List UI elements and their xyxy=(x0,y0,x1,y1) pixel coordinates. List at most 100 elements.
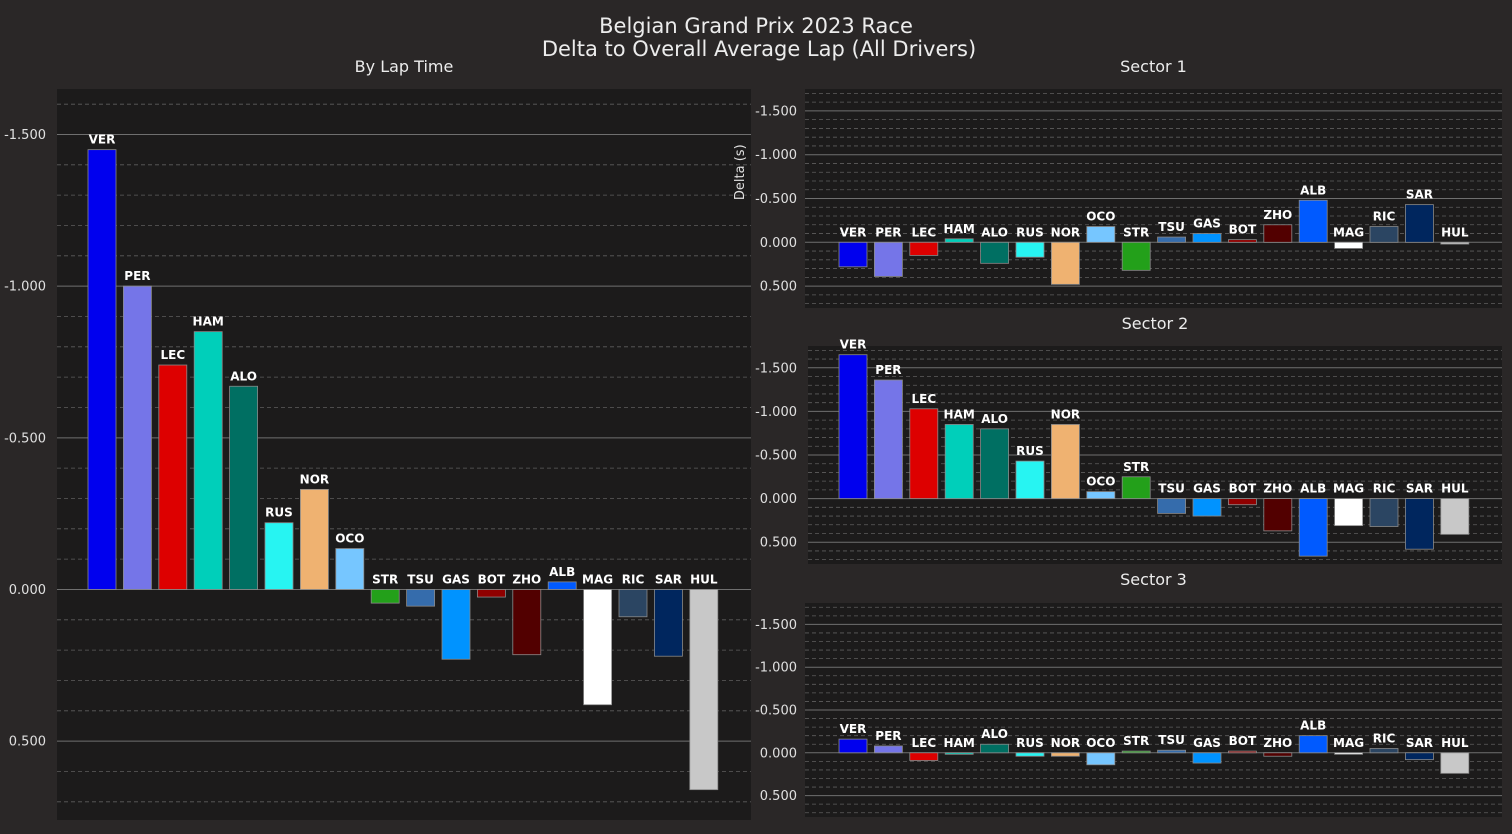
bar-label-bot: BOT xyxy=(1229,223,1257,237)
y-tick-label: -1.500 xyxy=(4,128,46,143)
y-tick-label: -1.000 xyxy=(755,148,797,163)
y-tick-label: -0.500 xyxy=(4,431,46,446)
bar-str xyxy=(1121,476,1151,499)
bar-ham xyxy=(944,752,974,755)
bar-label-per: PER xyxy=(875,729,901,743)
bar-label-oco: OCO xyxy=(335,532,364,546)
panel-title: Sector 3 xyxy=(1120,570,1187,589)
bar-lec xyxy=(909,752,939,761)
y-tick-label: 0.000 xyxy=(760,746,797,761)
bar-label-str: STR xyxy=(1123,225,1149,239)
bar-mag xyxy=(1334,752,1363,755)
y-tick-label: -1.000 xyxy=(755,661,797,676)
bar-rus xyxy=(1015,752,1045,757)
bar-ham xyxy=(193,331,223,590)
bar-str xyxy=(370,589,400,604)
y-tick-label: 0.500 xyxy=(760,789,797,804)
bar-label-alo: ALO xyxy=(981,412,1008,426)
bar-nor xyxy=(299,488,329,590)
y-tick-label: -0.500 xyxy=(755,192,797,207)
bar-str xyxy=(1121,241,1151,271)
bar-mag xyxy=(583,589,612,706)
y-tick-label: 0.500 xyxy=(9,735,46,750)
bar-sar xyxy=(654,589,683,657)
bar-label-hul: HUL xyxy=(1441,482,1469,496)
bar-label-gas: GAS xyxy=(1193,482,1221,496)
y-tick-label: -0.500 xyxy=(755,449,797,464)
panel-title: Sector 1 xyxy=(1120,57,1187,76)
bar-label-nor: NOR xyxy=(1051,225,1080,239)
bar-label-gas: GAS xyxy=(1193,736,1221,750)
bar-lec xyxy=(158,364,188,590)
bar-label-alo: ALO xyxy=(981,727,1008,741)
bar-label-ric: RIC xyxy=(622,572,645,586)
bar-alo xyxy=(980,743,1009,754)
bar-str xyxy=(1121,750,1151,754)
bar-hul xyxy=(689,589,719,791)
bar-label-alb: ALB xyxy=(1300,482,1326,496)
y-tick-label: 0.000 xyxy=(9,583,46,598)
y-tick-label: 0.000 xyxy=(760,236,797,251)
bar-oco xyxy=(1086,491,1116,499)
bar-label-zho: ZHO xyxy=(1263,208,1292,222)
bar-label-per: PER xyxy=(875,363,901,377)
y-tick-label: -1.000 xyxy=(755,405,797,420)
bar-rus xyxy=(264,522,294,590)
bar-mag xyxy=(1334,498,1363,527)
bar-label-lec: LEC xyxy=(911,225,936,239)
bar-oco xyxy=(1086,752,1116,766)
bar-label-sar: SAR xyxy=(655,572,682,586)
y-tick-label: -0.500 xyxy=(755,704,797,719)
bar-label-ham: HAM xyxy=(944,736,975,750)
bar-oco xyxy=(1086,226,1116,243)
bar-gas xyxy=(441,589,471,660)
bar-tsu xyxy=(1157,236,1186,243)
bar-tsu xyxy=(1157,749,1186,754)
bar-label-oco: OCO xyxy=(1086,736,1115,750)
bar-label-alo: ALO xyxy=(230,369,257,383)
bar-ric xyxy=(1369,226,1399,243)
bar-label-zho: ZHO xyxy=(1263,736,1292,750)
bar-label-ric: RIC xyxy=(1373,210,1396,224)
bar-gas xyxy=(1192,498,1222,517)
bar-label-ver: VER xyxy=(840,338,867,352)
bar-sar xyxy=(1405,204,1434,243)
bar-label-rus: RUS xyxy=(1016,225,1044,239)
bar-label-nor: NOR xyxy=(300,472,329,486)
bar-per xyxy=(874,379,903,499)
bar-nor xyxy=(1051,752,1080,757)
bar-ric xyxy=(1369,748,1399,754)
bar-label-alo: ALO xyxy=(981,225,1008,239)
bar-label-bot: BOT xyxy=(1229,482,1257,496)
bar-label-per: PER xyxy=(875,225,901,239)
bar-zho xyxy=(512,589,542,656)
bar-sar xyxy=(1405,752,1434,761)
bar-label-ver: VER xyxy=(840,722,867,736)
bar-label-sar: SAR xyxy=(1406,188,1433,202)
bar-label-lec: LEC xyxy=(911,392,936,406)
bar-label-bot: BOT xyxy=(1229,734,1257,748)
bar-ric xyxy=(1369,498,1399,527)
bar-bot xyxy=(476,589,506,598)
bar-alo xyxy=(980,241,1009,264)
bar-alo xyxy=(980,428,1009,499)
bar-label-alb: ALB xyxy=(549,565,575,579)
bar-bot xyxy=(1228,750,1257,754)
bar-label-ham: HAM xyxy=(944,407,975,421)
y-tick-label: -1.500 xyxy=(755,361,797,376)
bar-mag xyxy=(1334,241,1363,249)
bar-alb xyxy=(547,581,577,590)
bar-label-str: STR xyxy=(1123,460,1149,474)
bar-hul xyxy=(1440,498,1470,535)
figure-title-line2: Delta to Overall Average Lap (All Driver… xyxy=(542,37,976,61)
bar-zho xyxy=(1263,224,1293,243)
bar-gas xyxy=(1192,752,1222,764)
figure-title-line1: Belgian Grand Prix 2023 Race xyxy=(599,14,913,38)
bar-alb xyxy=(1298,199,1328,243)
y-tick-label: -1.000 xyxy=(4,280,46,295)
bar-alb xyxy=(1298,735,1328,754)
bar-label-tsu: TSU xyxy=(1158,482,1185,496)
bar-label-lec: LEC xyxy=(911,736,936,750)
bar-label-str: STR xyxy=(372,572,398,586)
